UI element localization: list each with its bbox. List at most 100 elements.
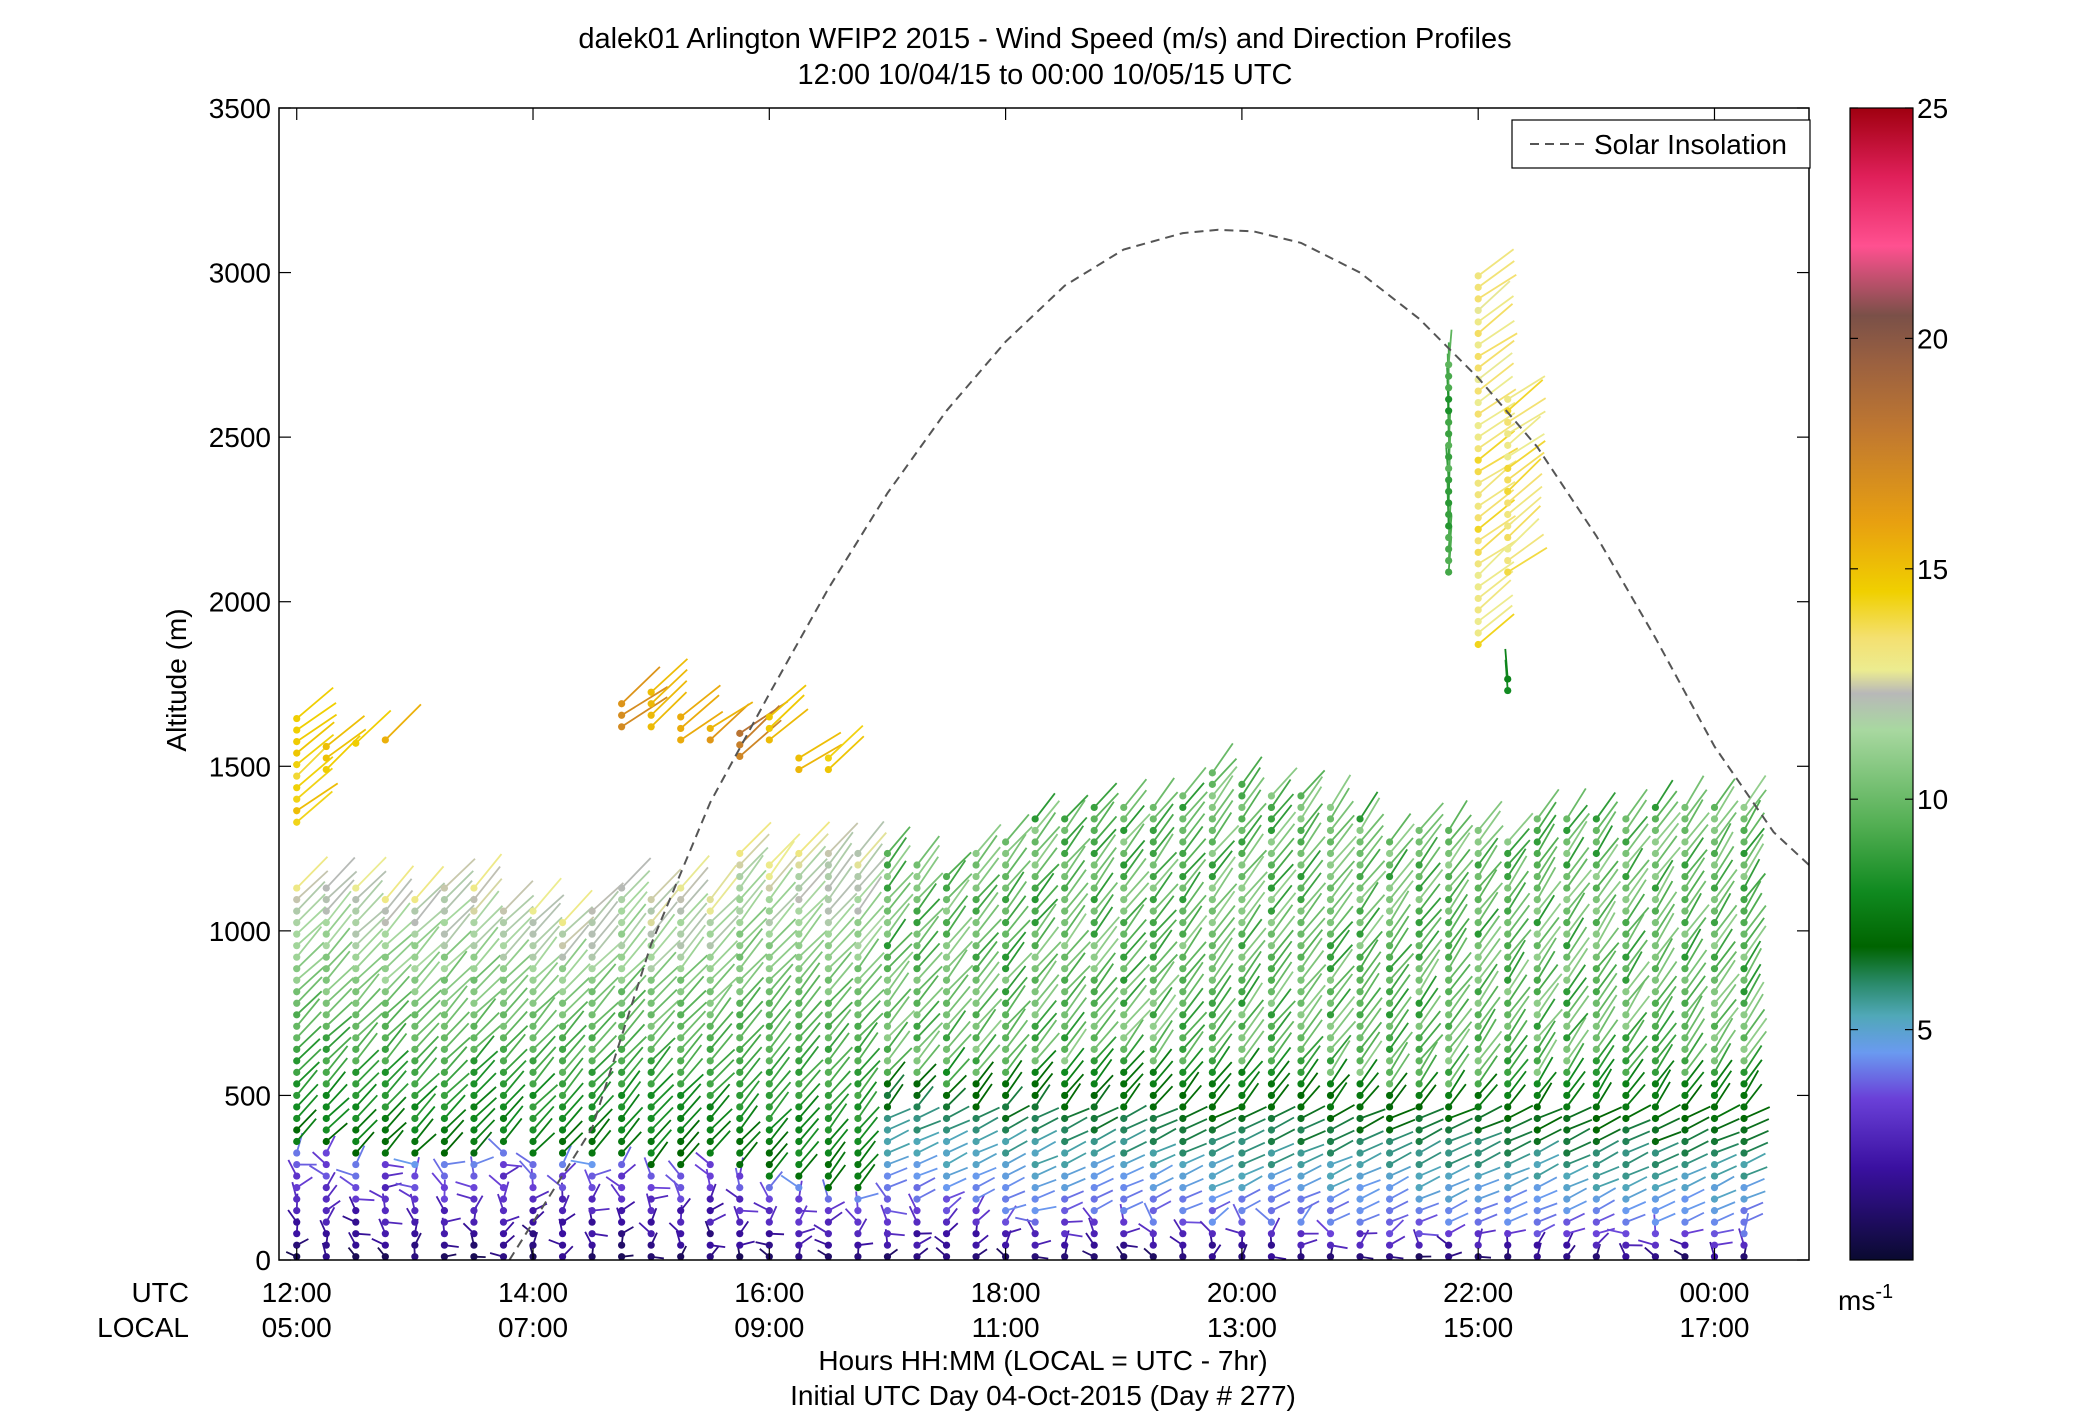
wind-barb	[857, 1000, 881, 1027]
wind-barb	[1063, 869, 1087, 901]
wind-point	[1208, 1183, 1216, 1192]
wind-barb	[1713, 800, 1739, 832]
wind-point	[1681, 1149, 1689, 1157]
wind-barb	[1389, 1151, 1412, 1166]
wind-point	[1533, 942, 1541, 950]
wind-barb	[1566, 1016, 1587, 1050]
wind-point	[1533, 1207, 1541, 1215]
wind-barb	[1123, 931, 1147, 958]
wind-point	[854, 1149, 862, 1157]
wind-barb	[1211, 1061, 1233, 1085]
wind-point	[883, 1149, 892, 1157]
wind-barb	[768, 974, 792, 1004]
wind-point	[1474, 341, 1482, 349]
wind-barb	[1093, 925, 1118, 958]
wind-barb	[1093, 997, 1119, 1027]
wind-point	[824, 1137, 832, 1146]
wind-barb	[1536, 1163, 1559, 1177]
wind-point	[1622, 1172, 1630, 1180]
wind-barb	[1034, 1178, 1057, 1189]
wind-barb	[709, 703, 750, 741]
wind-point	[647, 895, 655, 904]
wind-barb	[1507, 1153, 1531, 1166]
wind-point	[1445, 476, 1453, 484]
wind-barb	[1448, 1153, 1473, 1166]
wind-barb	[739, 986, 761, 1016]
wind-point	[1061, 1183, 1069, 1192]
wind-point	[1326, 1080, 1335, 1088]
wind-barb	[1388, 996, 1412, 1027]
wind-point	[883, 1207, 892, 1215]
wind-point	[1179, 976, 1187, 984]
wind-point	[1090, 803, 1098, 812]
wind-barb	[1241, 1175, 1263, 1189]
wind-point	[1504, 1057, 1512, 1065]
wind-barb	[296, 790, 333, 823]
wind-barb	[384, 1121, 407, 1143]
wind-point	[736, 729, 744, 737]
wind-point	[1238, 1230, 1246, 1238]
wind-barb	[1743, 858, 1761, 889]
wind-point	[1563, 884, 1571, 892]
wind-point	[677, 988, 685, 996]
wind-barb	[798, 867, 828, 901]
wind-point	[1740, 815, 1748, 823]
wind-point	[647, 953, 655, 961]
wind-barb	[473, 963, 501, 993]
wind-barb	[1595, 791, 1616, 820]
wind-barb	[1536, 950, 1556, 981]
wind-barb	[561, 1000, 589, 1027]
wind-point	[1445, 930, 1453, 938]
wind-point	[972, 965, 980, 973]
wind-point	[1474, 907, 1482, 915]
wind-point	[558, 1253, 567, 1260]
wind-barb	[1418, 949, 1441, 981]
wind-barb	[1211, 1164, 1234, 1177]
wind-barb	[798, 1082, 821, 1108]
wind-point	[1120, 1172, 1128, 1180]
wind-point	[1740, 1172, 1748, 1180]
wind-barb	[591, 976, 620, 1004]
wind-point	[1504, 1149, 1512, 1157]
wind-point	[736, 1137, 744, 1146]
wind-barb	[1477, 579, 1512, 611]
wind-point	[1385, 1057, 1394, 1065]
wind-point	[1326, 999, 1335, 1007]
wind-barb	[1241, 767, 1261, 797]
wind-barb	[355, 1083, 377, 1108]
wind-point	[1681, 1022, 1689, 1030]
wind-point	[824, 1218, 832, 1226]
wind-barb	[384, 902, 411, 935]
wind-barb	[570, 1159, 593, 1166]
wind-point	[1592, 1137, 1600, 1146]
wind-barb	[945, 1087, 967, 1108]
wind-barb	[827, 928, 856, 958]
wind-barb	[1034, 792, 1056, 820]
wind-point	[1179, 872, 1187, 881]
wind-barb	[739, 976, 765, 1004]
wind-barb	[1359, 1085, 1380, 1108]
wind-barb	[532, 1105, 555, 1131]
wind-barb	[1477, 937, 1501, 970]
wind-point	[1385, 861, 1394, 869]
wind-point	[1592, 942, 1600, 950]
wind-barb	[1329, 973, 1354, 1004]
wind-barb	[827, 865, 853, 901]
wind-barb	[1152, 919, 1177, 947]
wind-point	[1622, 1057, 1630, 1065]
wind-point	[1445, 430, 1453, 438]
wind-barb	[1536, 823, 1555, 854]
wind-barb	[1270, 1011, 1292, 1039]
wind-point	[1415, 1172, 1423, 1180]
wind-point	[1385, 1011, 1394, 1019]
wind-barb	[1093, 1154, 1116, 1166]
wind-point	[440, 1230, 449, 1238]
wind-barb	[887, 1129, 910, 1143]
wind-point	[795, 953, 803, 961]
x-axis: 12:0005:0014:0007:0016:0009:0018:0011:00…	[262, 108, 1750, 1343]
wind-point	[1681, 1241, 1689, 1249]
wind-barb	[325, 903, 352, 935]
wind-point	[1385, 965, 1394, 973]
wind-point	[942, 930, 951, 938]
wind-point	[1415, 1207, 1423, 1215]
